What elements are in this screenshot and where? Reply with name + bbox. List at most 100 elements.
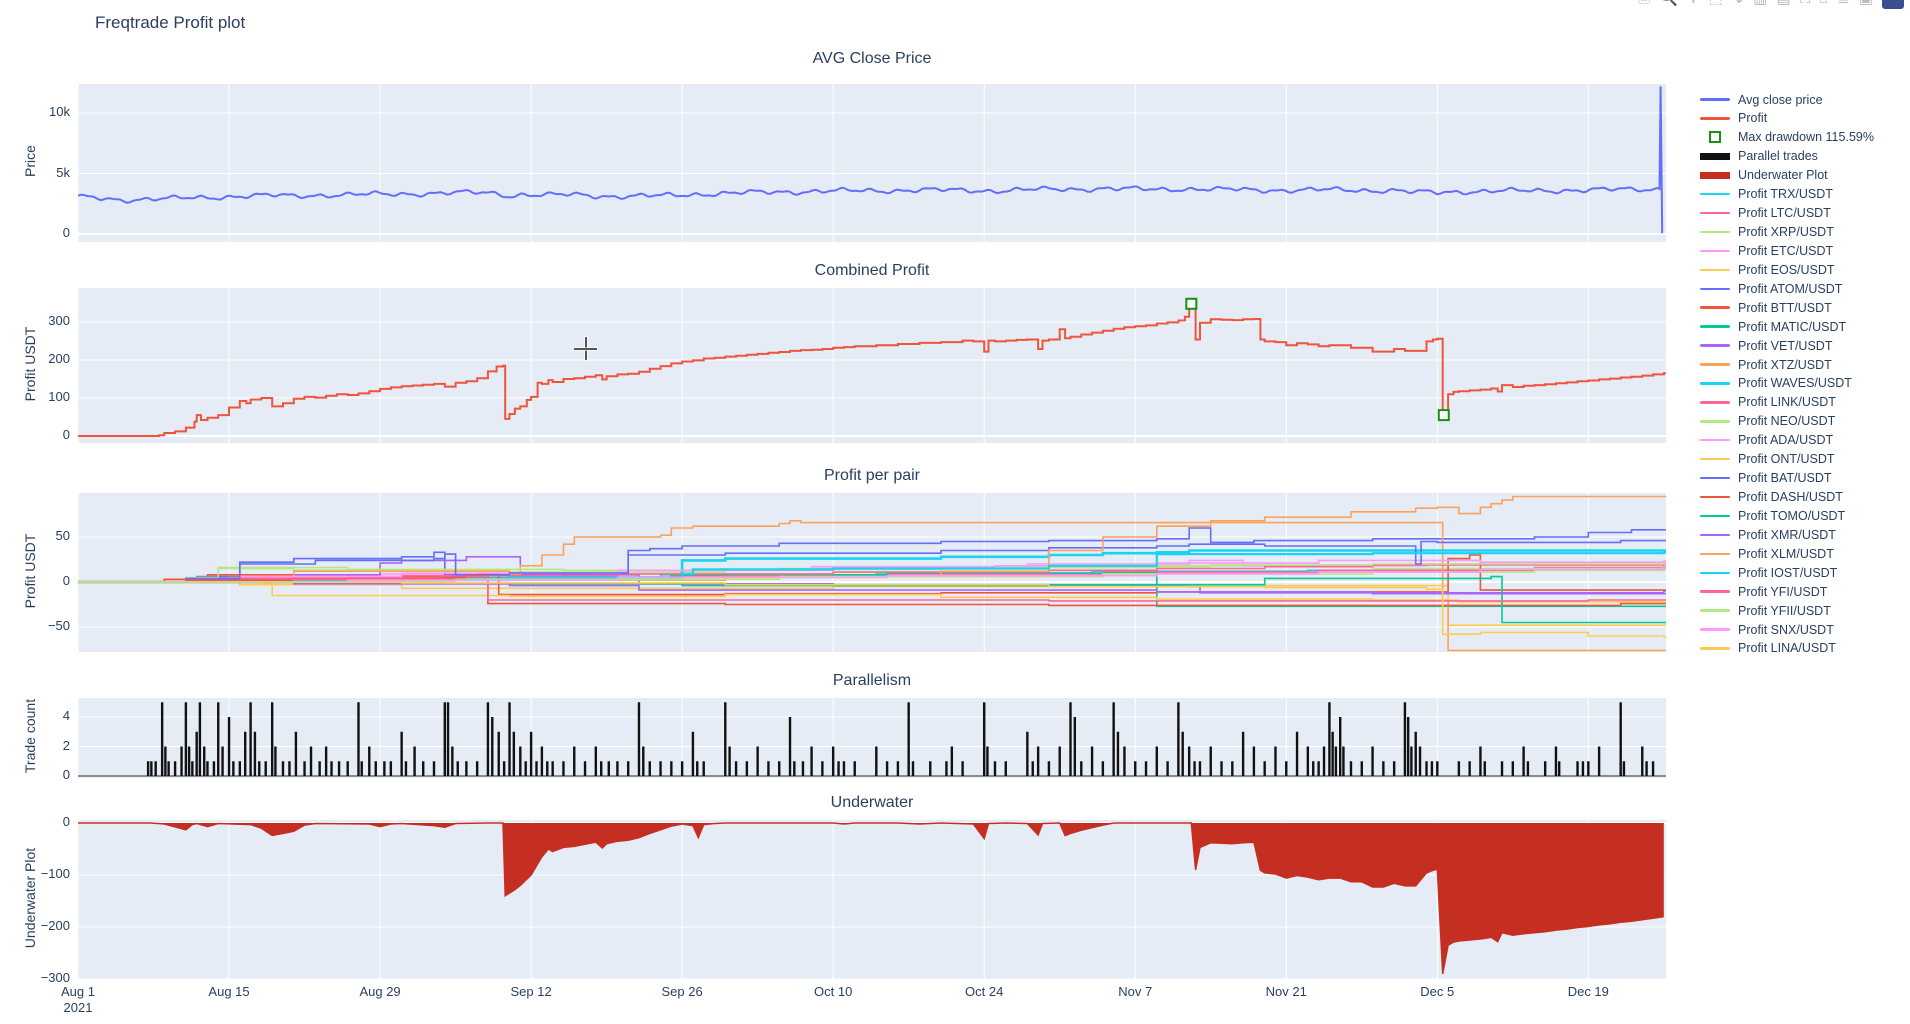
subplot-title: Combined Profit	[814, 262, 930, 279]
legend-item-profit-dash-usdt[interactable]: Profit DASH/USDT	[1700, 488, 1843, 507]
legend-line-icon	[1700, 98, 1730, 101]
legend-label: Profit TOMO/USDT	[1738, 508, 1846, 523]
series-profit-atom-usdt	[78, 527, 1666, 583]
plot-area-combined-profit[interactable]	[78, 288, 1666, 443]
zoom-icon[interactable]: 🔍	[1659, 0, 1678, 9]
legend-item-profit-waves-usdt[interactable]: Profit WAVES/USDT	[1700, 374, 1852, 393]
swatch	[1700, 420, 1730, 423]
x-tick-label: Aug 1 2021	[61, 984, 95, 1015]
swatch	[1700, 533, 1730, 537]
legend-item-profit-lina-usdt[interactable]: Profit LINA/USDT	[1700, 639, 1836, 658]
legend-label: Profit ETC/USDT	[1738, 243, 1834, 258]
legend-line-icon	[1700, 420, 1730, 423]
y-tick-label: 5k	[56, 164, 70, 180]
swatch	[1700, 325, 1730, 328]
legend-line-icon	[1700, 325, 1730, 328]
pan-icon[interactable]: ✛	[1687, 0, 1700, 9]
reset-axes-icon[interactable]: ⌂	[1819, 0, 1828, 9]
x-tick-label: Nov 21	[1265, 984, 1307, 999]
y-tick-label: 300	[48, 313, 70, 328]
legend-item-max-drawdown-115-59-[interactable]: Max drawdown 115.59%	[1700, 128, 1874, 147]
plotly-logo[interactable]	[1882, 0, 1904, 9]
legend-item-profit-neo-usdt[interactable]: Profit NEO/USDT	[1700, 412, 1835, 431]
legend-item-profit-link-usdt[interactable]: Profit LINK/USDT	[1700, 393, 1836, 412]
legend-item-profit-xlm-usdt[interactable]: Profit XLM/USDT	[1700, 544, 1834, 563]
legend-item-profit-bat-usdt[interactable]: Profit BAT/USDT	[1700, 469, 1832, 488]
y-tick-label: 0	[62, 814, 70, 829]
legend-item-profit-vet-usdt[interactable]: Profit VET/USDT	[1700, 336, 1832, 355]
x-tick-label: Dec 5	[1420, 984, 1455, 999]
x-tick-label: Sep 12	[510, 984, 552, 999]
y-tick-label: 50	[55, 528, 70, 543]
legend-item-profit-etc-usdt[interactable]: Profit ETC/USDT	[1700, 241, 1833, 260]
y-tick-label: −200	[40, 918, 70, 933]
plot-area-underwater[interactable]	[78, 820, 1666, 979]
spikelines-icon[interactable]: ≣	[1837, 0, 1850, 9]
legend-item-profit-snx-usdt[interactable]: Profit SNX/USDT	[1700, 620, 1834, 639]
legend-line-icon	[1700, 590, 1730, 593]
hover-closest-icon[interactable]: ▣	[1859, 0, 1873, 9]
legend-label: Profit ATOM/USDT	[1738, 281, 1843, 296]
legend-label: Profit YFII/USDT	[1738, 603, 1831, 618]
y-tick-label: 0	[62, 572, 70, 588]
plot-area-avg-close-price[interactable]	[78, 84, 1666, 242]
swatch	[1700, 647, 1730, 650]
autoscale-icon[interactable]: ⛶	[1800, 0, 1811, 9]
legend-item-profit-xmr-usdt[interactable]: Profit XMR/USDT	[1700, 525, 1836, 544]
download-plot-icon[interactable]: ⎙	[1638, 0, 1650, 9]
plot-area-profit-per-pair[interactable]	[78, 493, 1666, 652]
legend-label: Profit YFI/USDT	[1738, 584, 1828, 599]
legend-item-profit-ltc-usdt[interactable]: Profit LTC/USDT	[1700, 204, 1831, 223]
y-tick-label: 0	[62, 225, 70, 240]
swatch	[1700, 306, 1730, 309]
series-profit-yfi-usdt	[78, 575, 1666, 602]
legend-item-profit-iost-usdt[interactable]: Profit IOST/USDT	[1700, 563, 1837, 582]
swatch	[1700, 211, 1730, 215]
swatch	[1700, 363, 1730, 366]
legend-label: Profit XTZ/USDT	[1738, 357, 1832, 372]
legend-label: Profit ADA/USDT	[1738, 433, 1834, 448]
legend-line-icon	[1700, 363, 1730, 366]
legend-label: Avg close price	[1738, 92, 1823, 107]
legend-item-profit-trx-usdt[interactable]: Profit TRX/USDT	[1700, 185, 1833, 204]
legend-label: Profit LINK/USDT	[1738, 395, 1836, 410]
legend-item-profit[interactable]: Profit	[1700, 109, 1767, 128]
legend-line-icon	[1700, 628, 1730, 631]
swatch	[1700, 192, 1730, 196]
box-select-icon[interactable]: ⬚	[1709, 0, 1723, 9]
legend-item-profit-xtz-usdt[interactable]: Profit XTZ/USDT	[1700, 355, 1832, 374]
y-tick-label: −300	[40, 970, 70, 985]
legend-item-profit-matic-usdt[interactable]: Profit MATIC/USDT	[1700, 317, 1846, 336]
y-tick-label: 0	[62, 427, 70, 442]
legend-item-profit-atom-usdt[interactable]: Profit ATOM/USDT	[1700, 279, 1842, 298]
swatch	[1700, 152, 1730, 160]
swatch	[1700, 590, 1730, 593]
legend-item-profit-tomo-usdt[interactable]: Profit TOMO/USDT	[1700, 506, 1845, 525]
y-tick-label: −100	[40, 866, 70, 881]
legend-item-profit-btt-usdt[interactable]: Profit BTT/USDT	[1700, 298, 1832, 317]
legend-item-parallel-trades[interactable]: Parallel trades	[1700, 147, 1818, 166]
legend-item-profit-eos-usdt[interactable]: Profit EOS/USDT	[1700, 260, 1835, 279]
series-profit-dash-usdt	[78, 574, 1666, 607]
legend-item-profit-yfii-usdt[interactable]: Profit YFII/USDT	[1700, 601, 1831, 620]
legend-item-avg-close-price[interactable]: Avg close price	[1700, 90, 1823, 109]
series-profit-xlm-usdt	[78, 495, 1666, 583]
zoom-in-icon[interactable]: ▥	[1753, 0, 1767, 9]
lasso-select-icon[interactable]: ↯	[1732, 0, 1745, 9]
swatch	[1700, 98, 1730, 101]
legend-item-profit-yfi-usdt[interactable]: Profit YFI/USDT	[1700, 582, 1827, 601]
x-tick-label: Oct 24	[965, 984, 1004, 999]
swatch	[1700, 249, 1730, 253]
plot-area-parallelism[interactable]	[78, 698, 1666, 778]
swatch	[1700, 171, 1730, 179]
legend-item-profit-ont-usdt[interactable]: Profit ONT/USDT	[1700, 450, 1835, 469]
legend-line-icon	[1700, 268, 1730, 272]
legend-line-icon	[1700, 230, 1730, 234]
legend-line-icon	[1700, 382, 1730, 385]
legend-line-icon	[1700, 533, 1730, 537]
legend-item-profit-ada-usdt[interactable]: Profit ADA/USDT	[1700, 431, 1833, 450]
legend-item-underwater-plot[interactable]: Underwater Plot	[1700, 166, 1828, 185]
legend-item-profit-xrp-usdt[interactable]: Profit XRP/USDT	[1700, 223, 1834, 242]
zoom-out-icon[interactable]: ▤	[1776, 0, 1790, 9]
